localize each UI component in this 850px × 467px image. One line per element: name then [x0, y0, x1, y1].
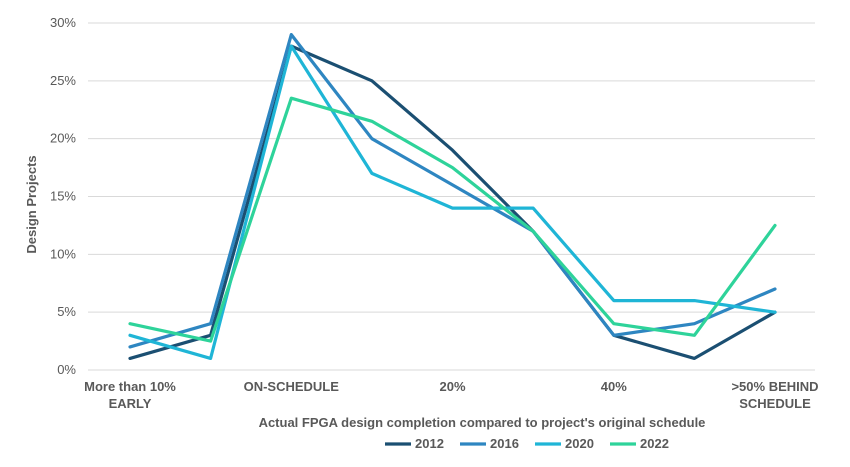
x-tick-label-line: SCHEDULE: [739, 396, 811, 411]
x-tick-label-line: >50% BEHIND: [731, 379, 818, 394]
y-tick-label: 30%: [50, 15, 76, 30]
y-tick-label: 5%: [57, 304, 76, 319]
series-line-2016: [128, 32, 777, 349]
legend-item-2020: 2020: [535, 436, 594, 451]
legend-item-2012: 2012: [385, 436, 444, 451]
x-tick-label-line: 20%: [439, 379, 465, 394]
legend-label: 2020: [565, 436, 594, 451]
legend-label: 2016: [490, 436, 519, 451]
x-axis-ticks: More than 10% EARLY ON-SCHEDULE 20% 40% >50% …: [84, 379, 818, 411]
series-lines: [128, 32, 777, 360]
x-axis-title: Actual FPGA design completion compared t…: [259, 415, 706, 430]
x-tick-label-line: ON-SCHEDULE: [244, 379, 340, 394]
legend-label: 2012: [415, 436, 444, 451]
x-tick-label: More than 10% EARLY: [84, 379, 176, 411]
y-axis-ticks: 0% 5% 10% 15% 20% 25% 30%: [50, 15, 76, 377]
gridlines: [88, 22, 815, 371]
series-line-2022: [128, 96, 777, 343]
legend: 2012 2016 2020 2022: [385, 436, 669, 451]
legend-label: 2022: [640, 436, 669, 451]
series-line-2012: [128, 44, 777, 360]
x-tick-label-line: EARLY: [109, 396, 152, 411]
y-tick-label: 15%: [50, 189, 76, 204]
y-tick-label: 10%: [50, 246, 76, 261]
x-tick-label: 40%: [601, 379, 627, 394]
y-tick-label: 0%: [57, 362, 76, 377]
series-line-2020: [128, 44, 777, 360]
x-tick-label-line: 40%: [601, 379, 627, 394]
x-tick-label-line: More than 10%: [84, 379, 176, 394]
legend-item-2016: 2016: [460, 436, 519, 451]
legend-item-2022: 2022: [610, 436, 669, 451]
y-tick-label: 25%: [50, 73, 76, 88]
x-tick-label: >50% BEHIND SCHEDULE: [731, 379, 818, 411]
y-axis-title: Design Projects: [24, 155, 39, 253]
x-tick-label: 20%: [439, 379, 465, 394]
y-tick-label: 20%: [50, 131, 76, 146]
x-tick-label: ON-SCHEDULE: [244, 379, 340, 394]
